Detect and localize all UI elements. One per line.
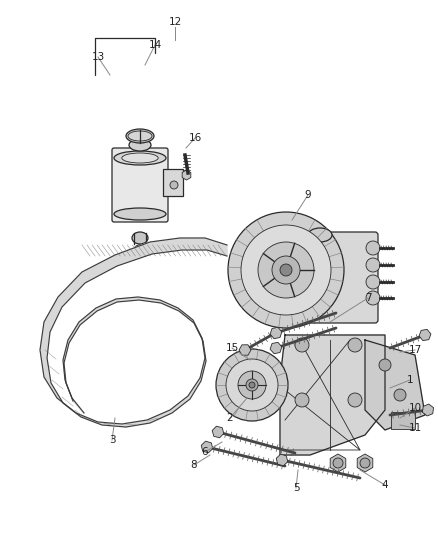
Circle shape <box>270 300 280 310</box>
Text: 8: 8 <box>191 460 197 470</box>
Circle shape <box>360 458 370 468</box>
Circle shape <box>295 393 309 407</box>
Circle shape <box>348 393 362 407</box>
Circle shape <box>228 212 344 328</box>
Ellipse shape <box>132 232 148 244</box>
Circle shape <box>366 275 380 289</box>
Text: 11: 11 <box>408 423 422 433</box>
Circle shape <box>226 359 278 411</box>
Circle shape <box>216 349 288 421</box>
Text: 7: 7 <box>365 293 371 303</box>
Text: 9: 9 <box>305 190 311 200</box>
Text: 12: 12 <box>168 17 182 27</box>
Circle shape <box>379 359 391 371</box>
Ellipse shape <box>129 139 151 151</box>
Circle shape <box>295 338 309 352</box>
Circle shape <box>366 258 380 272</box>
Polygon shape <box>280 335 385 455</box>
Circle shape <box>348 338 362 352</box>
Circle shape <box>394 389 406 401</box>
Text: 13: 13 <box>92 52 105 62</box>
Text: 4: 4 <box>381 480 389 490</box>
FancyBboxPatch shape <box>391 412 415 429</box>
Circle shape <box>366 291 380 305</box>
Ellipse shape <box>308 228 332 242</box>
Circle shape <box>272 256 300 284</box>
Polygon shape <box>365 340 425 430</box>
FancyBboxPatch shape <box>163 169 183 196</box>
FancyBboxPatch shape <box>292 232 378 323</box>
Ellipse shape <box>114 208 166 220</box>
Circle shape <box>270 250 280 260</box>
Text: 14: 14 <box>148 40 162 50</box>
Circle shape <box>249 382 255 388</box>
FancyBboxPatch shape <box>112 148 168 222</box>
Text: 17: 17 <box>408 345 422 355</box>
Circle shape <box>241 225 331 315</box>
Circle shape <box>258 242 314 298</box>
Text: 6: 6 <box>201 447 208 457</box>
Text: 15: 15 <box>226 343 239 353</box>
Circle shape <box>270 275 280 285</box>
Circle shape <box>333 458 343 468</box>
Text: 3: 3 <box>109 435 115 445</box>
Circle shape <box>280 264 292 276</box>
Ellipse shape <box>128 131 152 141</box>
Text: 1: 1 <box>407 375 413 385</box>
Polygon shape <box>40 238 227 427</box>
Text: 16: 16 <box>188 133 201 143</box>
Ellipse shape <box>122 153 158 163</box>
Circle shape <box>246 379 258 391</box>
Circle shape <box>238 371 266 399</box>
Ellipse shape <box>114 151 166 165</box>
Circle shape <box>366 241 380 255</box>
Text: 10: 10 <box>409 403 421 413</box>
Text: 2: 2 <box>227 413 233 423</box>
Circle shape <box>170 181 178 189</box>
Text: 5: 5 <box>293 483 299 493</box>
Ellipse shape <box>134 245 146 255</box>
Ellipse shape <box>126 129 154 143</box>
